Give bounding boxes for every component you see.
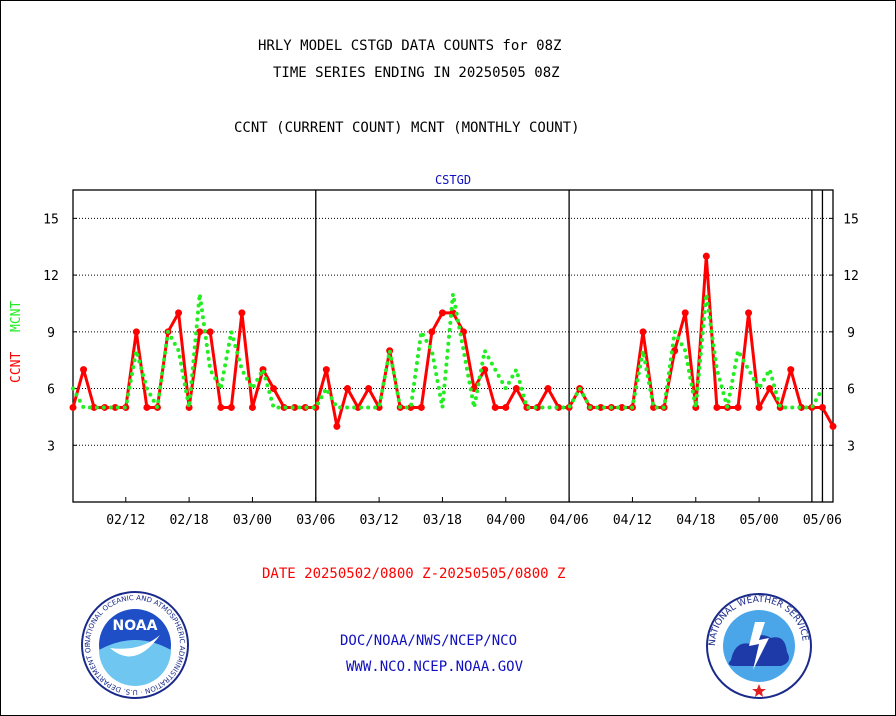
xtick-label: 03/00 bbox=[233, 513, 272, 528]
ytick-label-right: 12 bbox=[843, 269, 859, 284]
point-ccnt bbox=[702, 252, 710, 260]
plot-area bbox=[72, 189, 834, 503]
point-ccnt bbox=[132, 328, 140, 336]
title-line1: HRLY MODEL CSTGD DATA COUNTS for 08Z bbox=[258, 38, 562, 54]
xtick-label: 04/18 bbox=[676, 513, 715, 528]
point-ccnt bbox=[818, 403, 826, 411]
point-ccnt bbox=[365, 385, 373, 393]
ytick-label-left: 15 bbox=[43, 212, 59, 227]
point-ccnt bbox=[491, 403, 499, 411]
date-range-label: DATE 20250502/0800 Z-20250505/0800 Z bbox=[262, 566, 566, 582]
point-ccnt bbox=[143, 403, 151, 411]
ytick-label-right: 9 bbox=[847, 326, 855, 341]
point-ccnt bbox=[766, 385, 774, 393]
point-ccnt bbox=[333, 422, 341, 430]
ytick-label-left: 3 bbox=[47, 439, 55, 454]
noaa-logo-text: NOAA bbox=[113, 618, 158, 634]
xtick-label: 04/06 bbox=[550, 513, 589, 528]
point-ccnt bbox=[227, 403, 235, 411]
point-ccnt bbox=[343, 385, 351, 393]
xtick-label: 03/12 bbox=[360, 513, 399, 528]
ytick-label-left: 12 bbox=[43, 269, 59, 284]
point-ccnt bbox=[512, 385, 520, 393]
ytick-label-left: 6 bbox=[47, 383, 55, 398]
point-ccnt bbox=[217, 403, 225, 411]
point-ccnt bbox=[270, 385, 278, 393]
website-link[interactable]: WWW.NCO.NCEP.NOAA.GOV bbox=[346, 659, 524, 675]
xtick-label: 02/12 bbox=[106, 513, 145, 528]
point-ccnt bbox=[650, 403, 658, 411]
ytick-label-right: 3 bbox=[847, 439, 855, 454]
series-line-mcnt bbox=[71, 292, 825, 410]
point-ccnt bbox=[206, 328, 214, 336]
point-ccnt bbox=[481, 366, 489, 374]
point-ccnt bbox=[428, 328, 436, 336]
xtick-label: 05/06 bbox=[803, 513, 842, 528]
point-ccnt bbox=[69, 403, 77, 411]
point-ccnt bbox=[417, 403, 425, 411]
ylabel-group: CCNT MCNT bbox=[9, 301, 24, 383]
point-ccnt bbox=[354, 403, 362, 411]
subtitle: CCNT (CURRENT COUNT) MCNT (MONTHLY COUNT… bbox=[234, 120, 580, 136]
point-ccnt bbox=[322, 366, 330, 374]
nws-logo-icon: NATIONAL WEATHER SERVICE bbox=[706, 593, 812, 699]
xtick-label: 03/18 bbox=[423, 513, 462, 528]
point-ccnt bbox=[787, 366, 795, 374]
xtick-label: 03/06 bbox=[296, 513, 335, 528]
ytick-label-right: 15 bbox=[843, 212, 859, 227]
ytick-label-left: 9 bbox=[47, 326, 55, 341]
point-ccnt bbox=[713, 403, 721, 411]
point-ccnt bbox=[597, 403, 605, 411]
xtick-label: 04/12 bbox=[613, 513, 652, 528]
point-ccnt bbox=[639, 328, 647, 336]
ylabel-ccnt: CCNT bbox=[9, 352, 24, 383]
chart-title: CSTGD bbox=[435, 173, 471, 187]
point-ccnt bbox=[755, 403, 763, 411]
point-ccnt bbox=[544, 385, 552, 393]
point-ccnt bbox=[745, 309, 753, 317]
xtick-label: 05/00 bbox=[740, 513, 779, 528]
org-label: DOC/NOAA/NWS/NCEP/NCO bbox=[340, 633, 518, 649]
ytick-label-right: 6 bbox=[847, 383, 855, 398]
point-ccnt bbox=[502, 403, 510, 411]
point-ccnt bbox=[238, 309, 246, 317]
ylabel-mcnt: MCNT bbox=[9, 301, 24, 332]
noaa-logo-icon: NATIONAL OCEANIC AND ATMOSPHERIC ADMINIS… bbox=[80, 590, 189, 699]
point-ccnt bbox=[248, 403, 256, 411]
xtick-label: 02/18 bbox=[170, 513, 209, 528]
series-line-ccnt bbox=[71, 254, 835, 428]
xtick-label: 04/00 bbox=[486, 513, 525, 528]
point-ccnt bbox=[80, 366, 88, 374]
point-ccnt bbox=[618, 403, 626, 411]
point-ccnt bbox=[175, 309, 183, 317]
point-ccnt bbox=[681, 309, 689, 317]
point-ccnt bbox=[734, 403, 742, 411]
point-ccnt bbox=[829, 422, 837, 430]
point-ccnt bbox=[438, 309, 446, 317]
title-line2: TIME SERIES ENDING IN 20250505 08Z bbox=[273, 65, 560, 81]
